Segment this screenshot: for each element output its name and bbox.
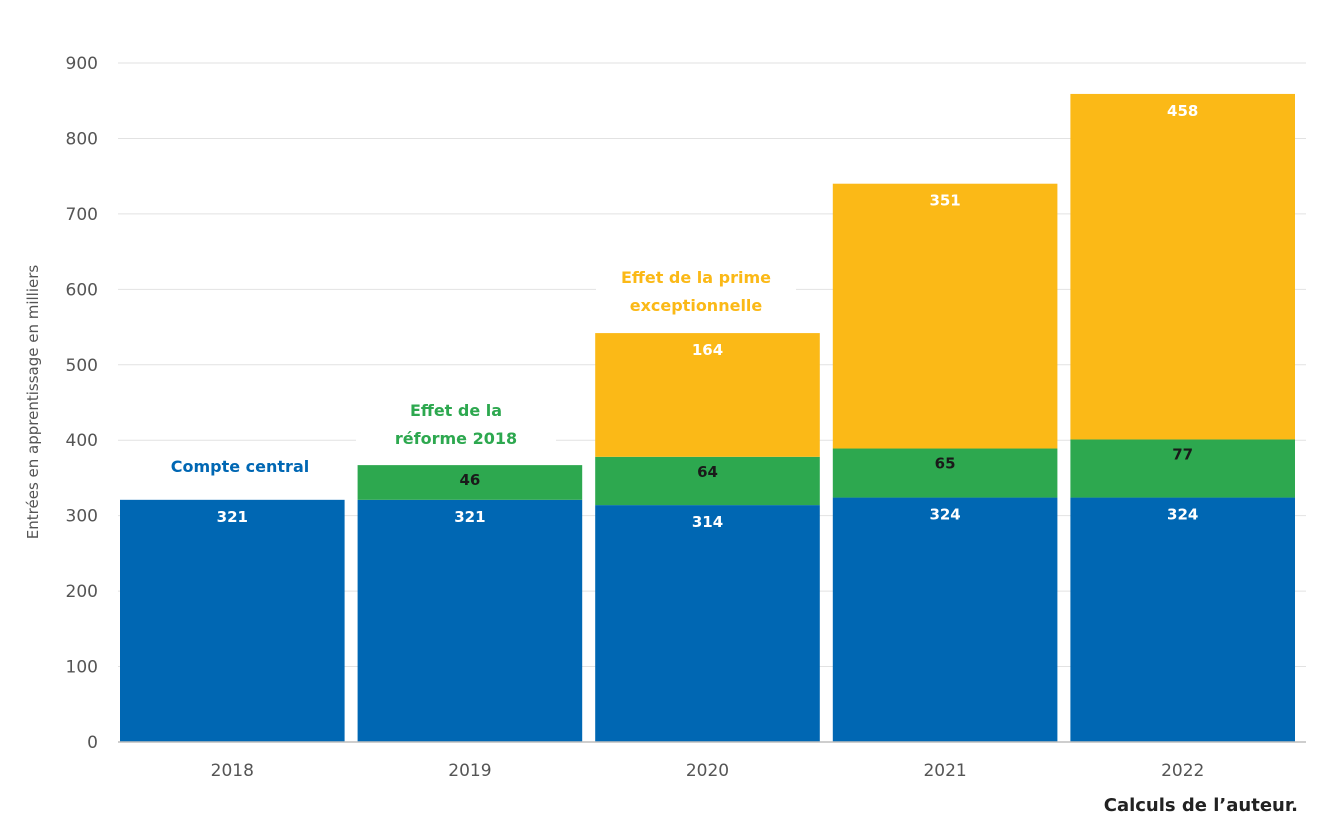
x-tick-label: 2022 xyxy=(1161,761,1204,781)
bar-segment xyxy=(357,499,583,742)
bar-segment xyxy=(832,183,1058,449)
x-axis-ticks: 2018 2019 2020 2021 2022 xyxy=(211,761,1205,781)
annotation-background xyxy=(356,393,556,453)
y-tick-label: 600 xyxy=(66,280,98,300)
bar-value-label: 46 xyxy=(459,471,480,489)
bar-value-label: 65 xyxy=(935,455,956,473)
bar-segment xyxy=(120,499,345,742)
y-tick-label: 100 xyxy=(66,658,98,678)
bar-value-label: 164 xyxy=(692,341,723,359)
y-axis-ticks: 0 100 200 300 400 500 600 700 800 900 xyxy=(66,54,98,753)
bar-segment xyxy=(1070,497,1295,742)
bar-segment xyxy=(595,505,820,742)
bar-value-label: 321 xyxy=(454,508,485,526)
x-tick-label: 2020 xyxy=(686,761,729,781)
bars xyxy=(120,93,1295,742)
bar-value-label: 77 xyxy=(1172,445,1193,463)
bar-segment xyxy=(1070,93,1295,440)
bar-segment xyxy=(1070,439,1295,498)
bar-value-label: 64 xyxy=(697,463,718,481)
bar-value-label: 324 xyxy=(1167,506,1198,524)
annotation-background xyxy=(148,452,346,482)
annotation-text: Compte central xyxy=(171,457,309,476)
y-tick-label: 900 xyxy=(66,54,98,74)
y-tick-label: 300 xyxy=(66,507,98,527)
x-tick-label: 2021 xyxy=(923,761,966,781)
bar-segment xyxy=(832,497,1058,742)
x-tick-label: 2018 xyxy=(211,761,254,781)
y-tick-label: 200 xyxy=(66,582,98,602)
annotation-background xyxy=(596,258,796,320)
annotations: Compte central Effet de la réforme 2018 Eff… xyxy=(148,258,796,482)
y-tick-label: 400 xyxy=(66,431,98,451)
bar-segment xyxy=(595,456,820,506)
y-tick-label: 700 xyxy=(66,205,98,225)
bar-segment xyxy=(595,333,820,457)
annotation-text: Effet de la prime xyxy=(621,268,771,287)
y-tick-label: 500 xyxy=(66,356,98,376)
annotation-text: exceptionnelle xyxy=(630,296,763,315)
y-tick-label: 0 xyxy=(87,733,98,753)
bar-segment xyxy=(357,465,583,500)
bar-value-label: 321 xyxy=(217,508,248,526)
annotation-text: réforme 2018 xyxy=(395,429,517,448)
source-note: Calculs de l’auteur. xyxy=(1103,795,1298,816)
bar-value-label: 314 xyxy=(692,513,723,531)
bar-value-label: 324 xyxy=(929,506,960,524)
annotation-text: Effet de la xyxy=(410,401,502,420)
y-tick-label: 800 xyxy=(66,129,98,149)
bar-value-label: 351 xyxy=(929,192,960,210)
bar-segment xyxy=(832,448,1058,498)
y-axis-label: Entrées en apprentissage en milliers xyxy=(24,265,42,540)
x-tick-label: 2019 xyxy=(448,761,491,781)
bar-value-label: 458 xyxy=(1167,102,1198,120)
data-labels: 321 321 46 314 64 164 324 65 351 324 77 458 xyxy=(217,102,1199,531)
